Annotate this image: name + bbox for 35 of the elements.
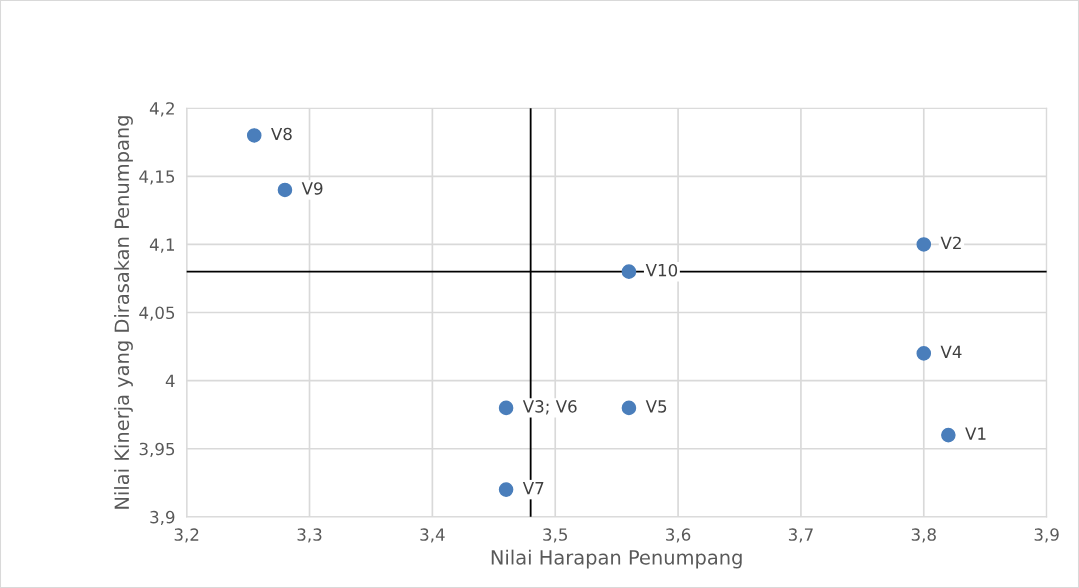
- point: [498, 482, 514, 497]
- annotation: V5: [645, 400, 667, 413]
- y-axis-title: Nilai Kinerja yang Dirasakan Penumpang: [114, 116, 133, 509]
- point: [916, 346, 932, 361]
- point: [621, 264, 637, 279]
- x-tick-label: 3,4: [420, 528, 445, 543]
- x-tick-label: 3,6: [666, 528, 691, 543]
- annotation: V9: [301, 182, 323, 195]
- x-tick-label: 3,8: [911, 528, 936, 543]
- x-tick-label: 3,2: [174, 528, 199, 543]
- x-tick-label: 3,3: [297, 528, 322, 543]
- y-tick-label: 4,15: [139, 170, 175, 185]
- point: [498, 400, 514, 416]
- annotation: V3; V6: [522, 400, 577, 415]
- x-tick-label: 3,7: [788, 528, 813, 543]
- y-tick-label: 4,1: [149, 238, 175, 253]
- x-tick-label: 3,9: [1034, 528, 1059, 543]
- x-axis-title: Nilai Harapan Penumpang: [491, 549, 742, 569]
- annotation: V8: [271, 127, 292, 141]
- y-tick-label: 3,9: [150, 510, 175, 526]
- annotation: V2: [940, 236, 961, 250]
- point: [916, 237, 932, 252]
- y-tick-label: 4,05: [139, 306, 175, 321]
- annotation: V10: [645, 263, 678, 277]
- annotation: V1: [965, 427, 986, 440]
- point: [277, 182, 293, 198]
- x-tick-label: 3,5: [543, 528, 568, 543]
- y-tick-label: 4,2: [149, 102, 174, 117]
- point: [246, 128, 262, 143]
- annotation: V7: [522, 482, 544, 495]
- point: [941, 427, 956, 443]
- y-tick-label: 3,95: [139, 442, 175, 458]
- annotation: V4: [940, 345, 962, 358]
- y-tick-label: 4: [165, 374, 175, 387]
- point: [621, 400, 637, 416]
